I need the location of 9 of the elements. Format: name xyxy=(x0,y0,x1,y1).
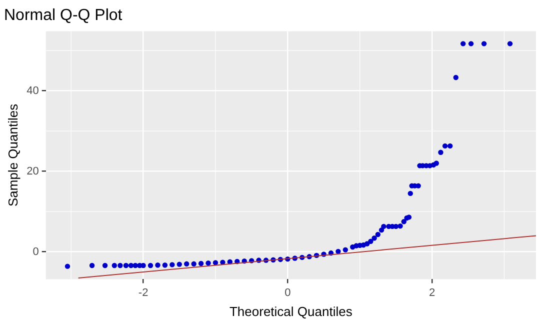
x-tick-label: 2 xyxy=(428,286,436,299)
chart-title: Normal Q-Q Plot xyxy=(4,7,123,24)
y-tick-label: 20 xyxy=(26,165,39,178)
y-tick-label: 40 xyxy=(26,84,39,97)
y-axis-title: Sample Quantiles xyxy=(5,103,20,207)
x-tick-label: -2 xyxy=(138,286,148,299)
x-tick-label: 0 xyxy=(284,286,291,299)
y-tick-label: 0 xyxy=(32,246,39,258)
x-axis-title: Theoretical Quantiles xyxy=(229,304,353,319)
